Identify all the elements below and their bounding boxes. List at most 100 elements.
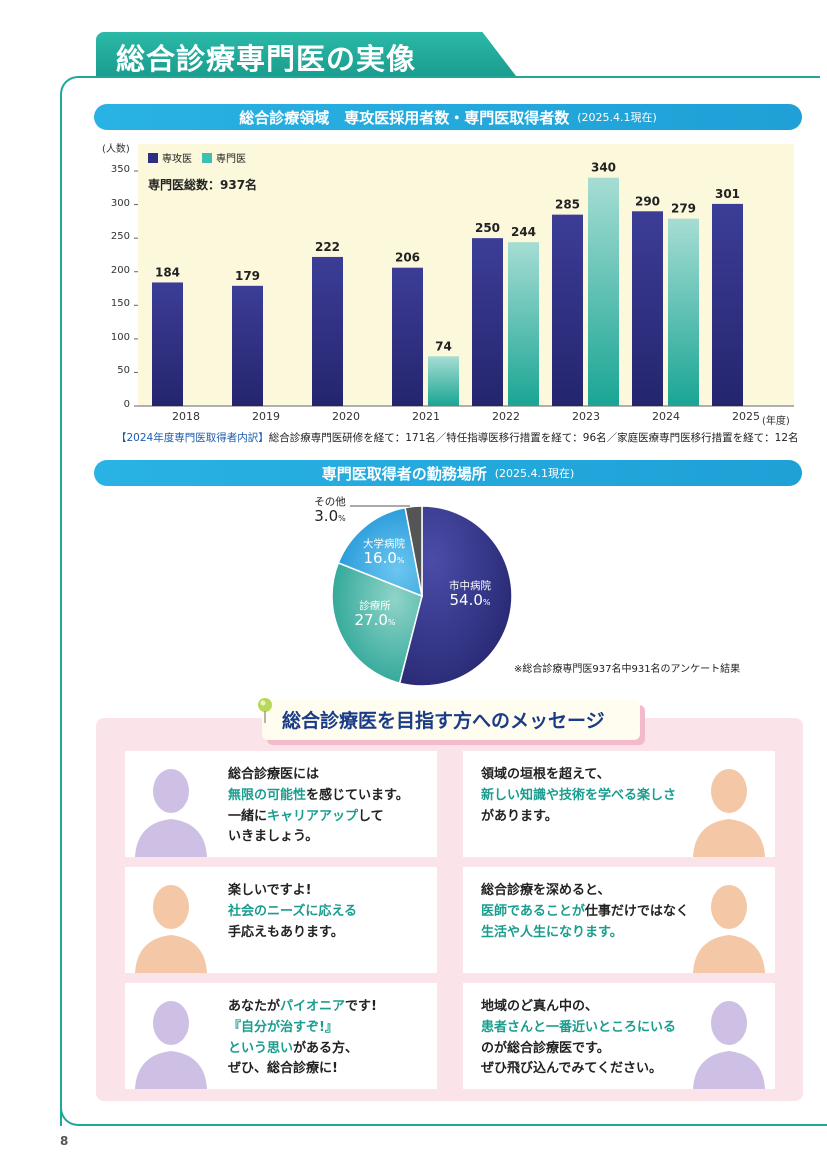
bar-value-label: 179 (235, 269, 260, 283)
person-silhouette-icon (693, 1001, 765, 1089)
message-highlight: 新しい知識や技術を学べる楽しさ (481, 787, 677, 803)
y-axis-unit: (人数) (102, 144, 130, 155)
message-card: あなたがパイオニアです! 『自分が治すぞ!』 という思いがある方、 ぜひ、総合診療に! (125, 983, 437, 1089)
pie-chart (331, 505, 513, 687)
bar-senkoui-2020 (312, 256, 343, 406)
y-tick-label: 200 (110, 264, 130, 276)
message-line: 新しい知識や技術を学べる楽しさ (481, 786, 676, 807)
message-line: 生活や人生になります。 (481, 923, 689, 944)
bar-senkoui-2025 (712, 203, 743, 406)
y-tick-label: 100 (110, 331, 130, 343)
message-segment: のが総合診療医です。 (481, 1040, 610, 1056)
page-frame-bottom (60, 1100, 827, 1126)
bar-value-label: 244 (511, 225, 536, 239)
y-tick-label: 350 (110, 164, 130, 175)
message-line: 患者さんと一番近いところにいる (481, 1018, 676, 1039)
bar-value-label: 285 (555, 198, 580, 212)
message-line: 総合診療医には (228, 765, 409, 786)
pie-value-shichu: 54.0 (449, 591, 483, 610)
message-highlight: 患者さんと一番近いところにいる (481, 1019, 677, 1035)
message-line: いきましょう。 (228, 827, 409, 848)
message-text: あなたがパイオニアです! 『自分が治すぞ!』 という思いがある方、 ぜひ、総合診療に! (228, 997, 377, 1080)
bar-value-label: 250 (475, 221, 500, 235)
message-segment: 楽しいですよ! (228, 883, 312, 898)
message-highlight: 『自分が治すぞ!』 (228, 1019, 338, 1035)
y-tick-label: 150 (110, 298, 130, 310)
message-line: という思いがある方、 (228, 1039, 377, 1060)
person-silhouette-icon (693, 769, 765, 857)
page-title: 総合診療専門医の実像 (116, 42, 417, 76)
y-tick-label: 0 (123, 399, 130, 410)
message-card: 総合診療医には 無限の可能性を感じています。 一緒にキャリアアップして いきましょう。 (125, 751, 437, 857)
pie-value-daigaku: 16.0 (363, 549, 397, 568)
message-segment: あなたが (228, 999, 281, 1014)
message-segment: がある方、 (293, 1040, 359, 1056)
message-title: 総合診療医を目指す方へのメッセージ (282, 710, 605, 732)
message-line: 手応えもあります。 (228, 923, 357, 944)
bar-senmoni-2021 (428, 356, 459, 406)
message-segment: を感じています。 (306, 787, 409, 803)
pie-unit-shichu: % (482, 598, 491, 608)
message-line: 『自分が治すぞ!』 (228, 1018, 377, 1039)
message-segment: 仕事だけではなく (584, 903, 689, 919)
pie-slice-shinryojo (331, 561, 423, 685)
message-text: 総合診療を深めると、医師であることが仕事だけではなく 生活や人生になります。 (481, 881, 689, 943)
person-silhouette-icon (135, 885, 207, 973)
message-line: 社会のニーズに応える (228, 902, 357, 923)
message-highlight: 無限の可能性 (228, 787, 307, 803)
message-text: 楽しいですよ! 社会のニーズに応える 手応えもあります。 (228, 881, 357, 943)
breakdown-note: 【2024年度専門医取得者内訳】総合診療専門医研修を経て：171名／特任指導医移… (116, 430, 799, 445)
legend-label-senkoui: 専攻医 (162, 154, 192, 165)
message-segment: 地域のど真ん中の、 (481, 999, 599, 1014)
pie-name-shichu: 市中病院 (449, 580, 491, 592)
message-line: あなたがパイオニアです! (228, 997, 377, 1018)
pie-value-sonota: 3.0 (314, 507, 339, 526)
person-silhouette-icon (693, 885, 765, 973)
message-segment: いきましょう。 (228, 829, 319, 845)
pie-name-sonota: その他 (314, 496, 346, 508)
message-text: 地域のど真ん中の、 患者さんと一番近いところにいる のが総合診療医です。 ぜひ飛び込ん… (481, 997, 676, 1080)
y-tick-label: 250 (110, 231, 130, 243)
pie-unit-shinryojo: % (387, 618, 396, 628)
bar-senkoui-2024 (632, 211, 663, 406)
y-tick-label: 50 (117, 365, 130, 377)
message-line: 楽しいですよ! (228, 881, 357, 902)
bar-chart: 184 179 222 206 74 250 244 285 340 290 279 301 (134, 161, 794, 407)
pie-unit-daigaku: % (396, 556, 405, 566)
pie-slice-daigaku (337, 506, 423, 598)
bar-senkoui-2018 (152, 282, 183, 406)
message-card: 総合診療を深めると、医師であることが仕事だけではなく 生活や人生になります。 (463, 867, 775, 973)
message-line: 一緒にキャリアアップして (228, 807, 409, 828)
bar-value-label: 184 (155, 265, 180, 279)
pie-section-header: 専門医取得者の勤務場所 (2025.4.1現在) (94, 460, 802, 486)
message-line: のが総合診療医です。 (481, 1039, 676, 1060)
breakdown-label: 【2024年度専門医取得者内訳】 (116, 432, 269, 444)
message-text: 領域の垣根を超えて、 新しい知識や技術を学べる楽しさ があります。 (481, 765, 676, 827)
bar-value-label: 222 (315, 240, 340, 254)
title-tab (96, 32, 516, 76)
pie-label-sonota: その他 3.0% (300, 496, 360, 525)
message-line: 総合診療を深めると、 (481, 881, 689, 902)
pie-value-shinryojo: 27.0 (354, 611, 388, 630)
message-segment: があります。 (481, 808, 558, 824)
message-segment: 総合診療を深めると、 (481, 883, 611, 898)
chart-legend: 専攻医 専門医 (148, 150, 246, 165)
x-tick-label: 2018 (172, 410, 200, 423)
bar-value-label: 279 (671, 202, 696, 216)
bar-senkoui-2023 (552, 214, 583, 406)
survey-note: ※総合診療専門医937名中931名のアンケート結果 (514, 664, 741, 675)
message-segment: 一緒に (228, 808, 268, 824)
message-highlight: という思い (228, 1040, 294, 1056)
bar-value-label: 290 (635, 194, 660, 208)
x-tick-label: 2024 (652, 410, 680, 423)
message-line: があります。 (481, 807, 676, 828)
message-segment: して (358, 808, 384, 824)
message-segment: ぜひ、総合診療に! (228, 1061, 338, 1077)
page-frame (60, 76, 820, 1126)
pie-label-shinryojo: 診療所 27.0% (340, 600, 410, 629)
message-highlight: キャリアアップ (267, 808, 359, 824)
message-line: 医師であることが仕事だけではなく (481, 902, 689, 923)
message-segment: 総合診療医には (228, 767, 320, 782)
x-tick-label: 2020 (332, 410, 360, 423)
x-tick-label: 2019 (252, 410, 280, 423)
